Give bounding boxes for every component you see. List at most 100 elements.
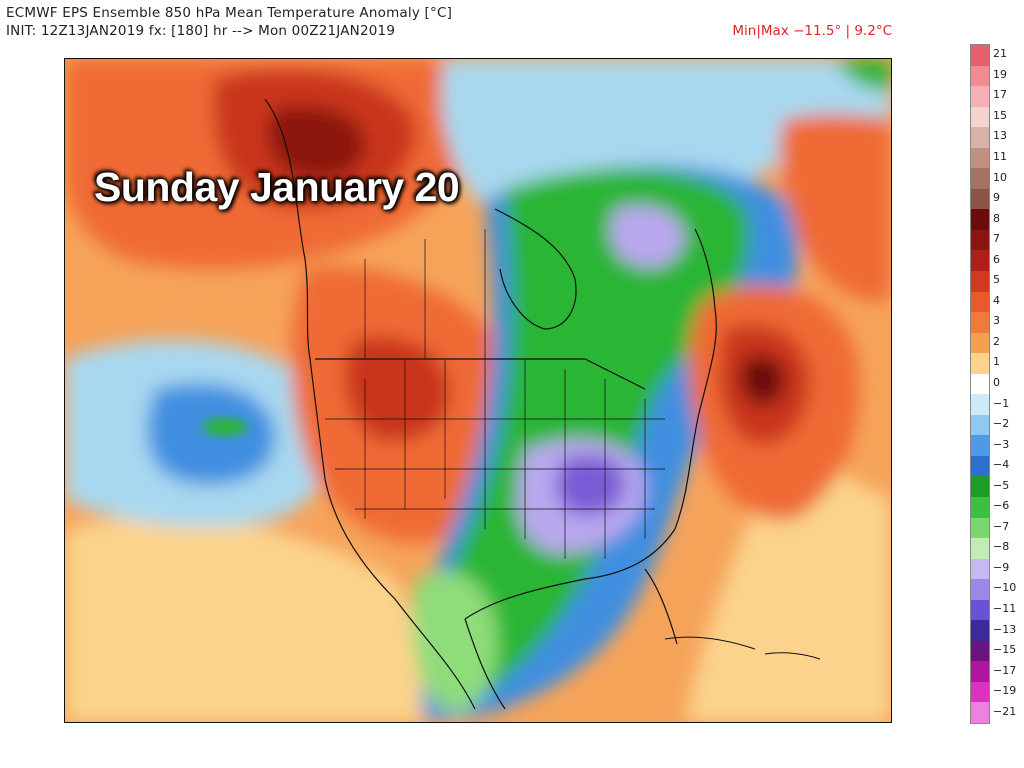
caribbean-islands [664,636,821,660]
legend-swatch [971,579,989,601]
us-canada-border [315,358,646,390]
legend-swatch [971,353,989,375]
legend-tick-label: 11 [993,150,1007,163]
legend-tick-label: −7 [993,519,1010,533]
state-lines-horizontal [325,418,665,510]
legend-swatch [971,168,989,190]
legend-tick-label: 10 [993,170,1007,184]
legend-tick-label: −8 [993,540,1010,554]
legend-tick-label: 7 [993,232,1000,246]
min-max-readout: Min|Max −11.5° | 9.2°C [732,23,892,39]
legend-tick-label: −4 [993,458,1010,472]
legend-swatch [971,86,989,108]
legend-tick-label: −9 [993,560,1010,574]
anomaly-fields [65,59,891,722]
legend-swatch [971,147,989,169]
legend-tick-label: −13 [993,622,1017,636]
province-lines [364,229,486,359]
legend-tick-label: 4 [993,293,1000,307]
legend-tick-label: 13 [993,129,1007,143]
overlay-date-label: Sunday January 20 [94,164,460,210]
legend-tick-label: 19 [993,67,1007,81]
legend-swatch [971,435,989,457]
legend-tick-label: 6 [993,252,1000,266]
legend-swatch [971,681,989,703]
state-lines-west [364,359,486,529]
legend-tick-label: −6 [993,499,1010,513]
state-lines-east [524,359,646,559]
legend-swatch [971,250,989,272]
legend-tick-label: −17 [993,663,1017,677]
legend-swatch [971,271,989,293]
legend-tick-label: 5 [993,273,1000,287]
hispaniola-outline [764,652,821,660]
anomaly-map [64,58,892,723]
legend-swatch [971,640,989,662]
state-province-borders [325,229,665,559]
legend-tick-label: 9 [993,191,1000,205]
legend-swatch [971,455,989,477]
legend-swatch [971,661,989,683]
color-legend-bar [970,44,990,724]
mexico-cold-green [412,571,498,714]
cuba-outline [664,636,756,650]
legend-tick-label: 0 [993,376,1000,389]
legend-swatch [971,312,989,334]
legend-swatch [971,620,989,642]
greenland-green [835,59,891,91]
legend-tick-label: −1 [993,396,1010,410]
geographic-outlines [264,98,717,710]
legend-swatch [971,127,989,149]
legend-tick-label: 2 [993,334,1000,348]
mexico-gulf-outline [464,618,506,710]
legend-tick-label: 21 [993,47,1007,61]
gulf-coastline [464,528,676,620]
west-coastline [264,98,476,710]
legend-swatch [971,209,989,231]
legend-swatch [971,702,989,724]
legend-tick-label: −21 [993,704,1017,718]
map-title: ECMWF EPS Ensemble 850 hPa Mean Temperat… [6,5,453,21]
labrador-cold-core [610,205,685,268]
pale-warm-field-south [65,517,465,722]
legend-tick-label: −10 [993,581,1017,595]
legend-swatch [971,394,989,416]
legend-tick-label: 1 [993,355,1000,369]
legend-tick-label: 3 [993,314,1000,328]
alaska-warm-peak [267,105,365,178]
legend-swatch [971,558,989,580]
legend-tick-label: −15 [993,643,1017,657]
legend-swatch [971,45,989,67]
legend-swatch [971,188,989,210]
east-coastline [674,228,717,530]
northern-plains-warm-core [344,336,450,442]
pale-field-east-atlantic [685,439,891,722]
legend-tick-label: −19 [993,684,1017,698]
legend-swatch [971,373,989,395]
florida-outline [644,568,678,645]
pacific-cold-spot [203,418,247,436]
atlantic-warm-peak [740,355,785,406]
legend-swatch [971,497,989,519]
eastern-us-cold-peak [556,455,625,516]
legend-swatch [971,229,989,251]
legend-tick-label: −3 [993,437,1010,451]
legend-swatch [971,517,989,539]
forecast-init-line: INIT: 12Z13JAN2019 fx: [180] hr --> Mon … [6,23,396,39]
legend-swatch [971,476,989,498]
legend-tick-label: 17 [993,88,1007,102]
legend-tick-label: −11 [993,602,1017,615]
legend-tick-label: −2 [993,417,1010,431]
north-atlantic-warm [779,114,891,301]
legend-swatch [971,414,989,436]
legend-swatch [971,332,989,354]
legend-tick-label: 15 [993,108,1007,122]
legend-swatch [971,106,989,128]
legend-swatch [971,538,989,560]
legend-swatch [971,65,989,87]
eastern-cold-plume-green [446,168,750,699]
anomaly-map-canvas [65,59,891,722]
legend-tick-label: −5 [993,478,1010,492]
legend-swatch [971,599,989,621]
legend-tick-label: 8 [993,211,1000,225]
